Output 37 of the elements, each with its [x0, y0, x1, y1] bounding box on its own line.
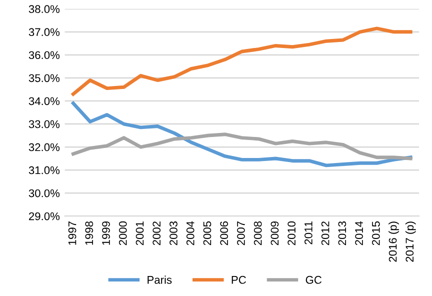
x-tick-label: 1999: [102, 221, 110, 245]
legend-label: Paris: [148, 276, 172, 284]
y-tick-label: 34.0%: [28, 97, 60, 106]
x-tick-label: 2003: [170, 221, 178, 246]
x-tick-label: 2002: [152, 221, 161, 246]
x-tick-label: 1997: [68, 221, 76, 245]
y-tick-label: 37.0%: [28, 28, 60, 36]
x-tick-label: 2008: [254, 221, 262, 246]
x-tick-label: 2015: [372, 221, 380, 246]
x-tick-label: 2010: [288, 221, 296, 246]
y-tick-label: 32.0%: [28, 143, 60, 152]
x-tick-label: 1998: [85, 221, 94, 245]
y-tick-label: 29.0%: [28, 212, 60, 220]
legend-label: PC: [232, 276, 246, 284]
y-tick-label: 33.0%: [28, 120, 60, 128]
x-tick-label: 2016 (p): [388, 222, 399, 262]
x-tick-label: 2001: [136, 221, 144, 246]
x-tick-label: 2011: [304, 221, 312, 244]
line-series: [72, 132, 412, 160]
x-tick-label: 2013: [338, 221, 346, 246]
x-tick-label: 2006: [220, 221, 228, 246]
x-tick-label: 2017 (p): [405, 222, 416, 262]
line-series: [72, 102, 412, 168]
x-tick-label: 2014: [355, 221, 363, 246]
x-tick-label: 2007: [237, 221, 245, 246]
y-tick-label: 38.0%: [28, 5, 60, 14]
x-tick-label: 2000: [118, 221, 127, 246]
x-tick-label: 2012: [321, 221, 330, 246]
line-series: [72, 26, 412, 96]
y-tick-label: 30.0%: [28, 189, 60, 198]
y-tick-label: 35.0%: [28, 74, 60, 82]
legend-label: GC: [306, 276, 322, 284]
y-tick-label: 31.0%: [28, 166, 60, 174]
x-tick-label: 2005: [203, 221, 212, 246]
x-tick-label: 2009: [270, 221, 279, 246]
y-tick-label: 36.0%: [28, 51, 60, 60]
x-tick-label: 2004: [186, 221, 194, 246]
